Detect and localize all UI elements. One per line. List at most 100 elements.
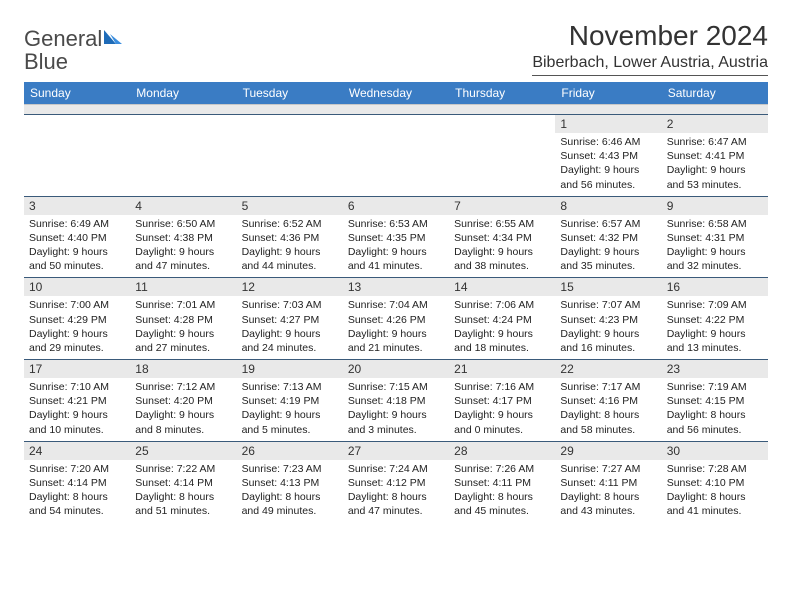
calendar-cell: [24, 115, 130, 196]
week-row: 17Sunrise: 7:10 AMSunset: 4:21 PMDayligh…: [24, 359, 768, 441]
cell-line-dl1: Daylight: 9 hours: [242, 327, 338, 341]
cell-line-dl1: Daylight: 8 hours: [560, 408, 656, 422]
cell-body: Sunrise: 7:04 AMSunset: 4:26 PMDaylight:…: [343, 296, 449, 359]
day-number: 20: [343, 360, 449, 378]
cell-line-dl2: and 43 minutes.: [560, 504, 656, 518]
cell-line-dl1: Daylight: 9 hours: [348, 327, 444, 341]
day-header-fri: Friday: [555, 82, 661, 104]
cell-line-dl2: and 44 minutes.: [242, 259, 338, 273]
day-number: 24: [24, 442, 130, 460]
calendar-cell: 21Sunrise: 7:16 AMSunset: 4:17 PMDayligh…: [449, 360, 555, 441]
cell-line-ss: Sunset: 4:15 PM: [667, 394, 763, 408]
calendar-cell: 27Sunrise: 7:24 AMSunset: 4:12 PMDayligh…: [343, 442, 449, 523]
cell-line-dl2: and 10 minutes.: [29, 423, 125, 437]
cell-body: Sunrise: 7:22 AMSunset: 4:14 PMDaylight:…: [130, 460, 236, 523]
cell-line-ss: Sunset: 4:18 PM: [348, 394, 444, 408]
cell-line-sr: Sunrise: 7:17 AM: [560, 380, 656, 394]
cell-body: Sunrise: 6:58 AMSunset: 4:31 PMDaylight:…: [662, 215, 768, 278]
week-row: 3Sunrise: 6:49 AMSunset: 4:40 PMDaylight…: [24, 196, 768, 278]
cell-line-ss: Sunset: 4:14 PM: [29, 476, 125, 490]
cell-body: Sunrise: 6:49 AMSunset: 4:40 PMDaylight:…: [24, 215, 130, 278]
day-number: 2: [662, 115, 768, 133]
cell-line-sr: Sunrise: 6:52 AM: [242, 217, 338, 231]
cell-line-dl2: and 38 minutes.: [454, 259, 550, 273]
day-number: 9: [662, 197, 768, 215]
calendar-cell: 7Sunrise: 6:55 AMSunset: 4:34 PMDaylight…: [449, 197, 555, 278]
day-header-tue: Tuesday: [237, 82, 343, 104]
cell-line-dl1: Daylight: 8 hours: [348, 490, 444, 504]
calendar-cell: [343, 115, 449, 196]
cell-line-dl2: and 32 minutes.: [667, 259, 763, 273]
cell-line-dl1: Daylight: 9 hours: [560, 245, 656, 259]
calendar-cell: 8Sunrise: 6:57 AMSunset: 4:32 PMDaylight…: [555, 197, 661, 278]
day-headers: Sunday Monday Tuesday Wednesday Thursday…: [24, 82, 768, 104]
cell-line-ss: Sunset: 4:11 PM: [454, 476, 550, 490]
cell-body: Sunrise: 7:16 AMSunset: 4:17 PMDaylight:…: [449, 378, 555, 441]
cell-line-dl2: and 49 minutes.: [242, 504, 338, 518]
cell-line-ss: Sunset: 4:20 PM: [135, 394, 231, 408]
cell-line-ss: Sunset: 4:29 PM: [29, 313, 125, 327]
day-header-mon: Monday: [130, 82, 236, 104]
cell-line-sr: Sunrise: 7:10 AM: [29, 380, 125, 394]
calendar-cell: 18Sunrise: 7:12 AMSunset: 4:20 PMDayligh…: [130, 360, 236, 441]
cell-line-sr: Sunrise: 7:03 AM: [242, 298, 338, 312]
cell-line-sr: Sunrise: 6:50 AM: [135, 217, 231, 231]
calendar-cell: 28Sunrise: 7:26 AMSunset: 4:11 PMDayligh…: [449, 442, 555, 523]
day-number: 4: [130, 197, 236, 215]
cell-line-ss: Sunset: 4:28 PM: [135, 313, 231, 327]
day-number: 28: [449, 442, 555, 460]
calendar-cell: 2Sunrise: 6:47 AMSunset: 4:41 PMDaylight…: [662, 115, 768, 196]
cell-line-dl1: Daylight: 8 hours: [667, 490, 763, 504]
cell-body: Sunrise: 7:13 AMSunset: 4:19 PMDaylight:…: [237, 378, 343, 441]
calendar-cell: [237, 115, 343, 196]
cell-body: Sunrise: 7:06 AMSunset: 4:24 PMDaylight:…: [449, 296, 555, 359]
day-number: 27: [343, 442, 449, 460]
cell-line-dl1: Daylight: 9 hours: [242, 408, 338, 422]
cell-line-ss: Sunset: 4:17 PM: [454, 394, 550, 408]
cell-line-dl2: and 56 minutes.: [560, 178, 656, 192]
cell-line-ss: Sunset: 4:36 PM: [242, 231, 338, 245]
calendar-cell: 5Sunrise: 6:52 AMSunset: 4:36 PMDaylight…: [237, 197, 343, 278]
location: Biberbach, Lower Austria, Austria: [532, 54, 768, 76]
calendar-cell: 10Sunrise: 7:00 AMSunset: 4:29 PMDayligh…: [24, 278, 130, 359]
day-number: 30: [662, 442, 768, 460]
calendar-cell: 30Sunrise: 7:28 AMSunset: 4:10 PMDayligh…: [662, 442, 768, 523]
cell-line-dl1: Daylight: 9 hours: [454, 327, 550, 341]
cell-body: Sunrise: 7:10 AMSunset: 4:21 PMDaylight:…: [24, 378, 130, 441]
cell-line-sr: Sunrise: 7:07 AM: [560, 298, 656, 312]
cell-line-sr: Sunrise: 7:06 AM: [454, 298, 550, 312]
month-title: November 2024: [532, 20, 768, 52]
day-number: 6: [343, 197, 449, 215]
cell-line-dl2: and 13 minutes.: [667, 341, 763, 355]
day-number: 5: [237, 197, 343, 215]
week-row: 10Sunrise: 7:00 AMSunset: 4:29 PMDayligh…: [24, 277, 768, 359]
cell-line-ss: Sunset: 4:13 PM: [242, 476, 338, 490]
cell-body: Sunrise: 7:23 AMSunset: 4:13 PMDaylight:…: [237, 460, 343, 523]
cell-body: Sunrise: 6:53 AMSunset: 4:35 PMDaylight:…: [343, 215, 449, 278]
calendar-cell: 29Sunrise: 7:27 AMSunset: 4:11 PMDayligh…: [555, 442, 661, 523]
calendar-cell: 17Sunrise: 7:10 AMSunset: 4:21 PMDayligh…: [24, 360, 130, 441]
cell-line-dl2: and 18 minutes.: [454, 341, 550, 355]
cell-line-sr: Sunrise: 6:55 AM: [454, 217, 550, 231]
calendar-cell: 22Sunrise: 7:17 AMSunset: 4:16 PMDayligh…: [555, 360, 661, 441]
cell-line-dl1: Daylight: 9 hours: [560, 163, 656, 177]
cell-line-ss: Sunset: 4:22 PM: [667, 313, 763, 327]
cell-line-sr: Sunrise: 7:28 AM: [667, 462, 763, 476]
calendar: Sunday Monday Tuesday Wednesday Thursday…: [24, 82, 768, 522]
day-header-sat: Saturday: [662, 82, 768, 104]
calendar-cell: 24Sunrise: 7:20 AMSunset: 4:14 PMDayligh…: [24, 442, 130, 523]
cell-body: Sunrise: 7:20 AMSunset: 4:14 PMDaylight:…: [24, 460, 130, 523]
calendar-cell: 6Sunrise: 6:53 AMSunset: 4:35 PMDaylight…: [343, 197, 449, 278]
logo-text-blue: Blue: [24, 49, 68, 74]
cell-line-dl2: and 47 minutes.: [135, 259, 231, 273]
cell-line-dl1: Daylight: 9 hours: [29, 245, 125, 259]
calendar-cell: 26Sunrise: 7:23 AMSunset: 4:13 PMDayligh…: [237, 442, 343, 523]
cell-line-dl1: Daylight: 8 hours: [242, 490, 338, 504]
day-number: 3: [24, 197, 130, 215]
day-header-wed: Wednesday: [343, 82, 449, 104]
day-number: 15: [555, 278, 661, 296]
cell-line-dl2: and 45 minutes.: [454, 504, 550, 518]
cell-line-dl1: Daylight: 9 hours: [454, 245, 550, 259]
cell-line-ss: Sunset: 4:32 PM: [560, 231, 656, 245]
cell-line-dl1: Daylight: 8 hours: [454, 490, 550, 504]
